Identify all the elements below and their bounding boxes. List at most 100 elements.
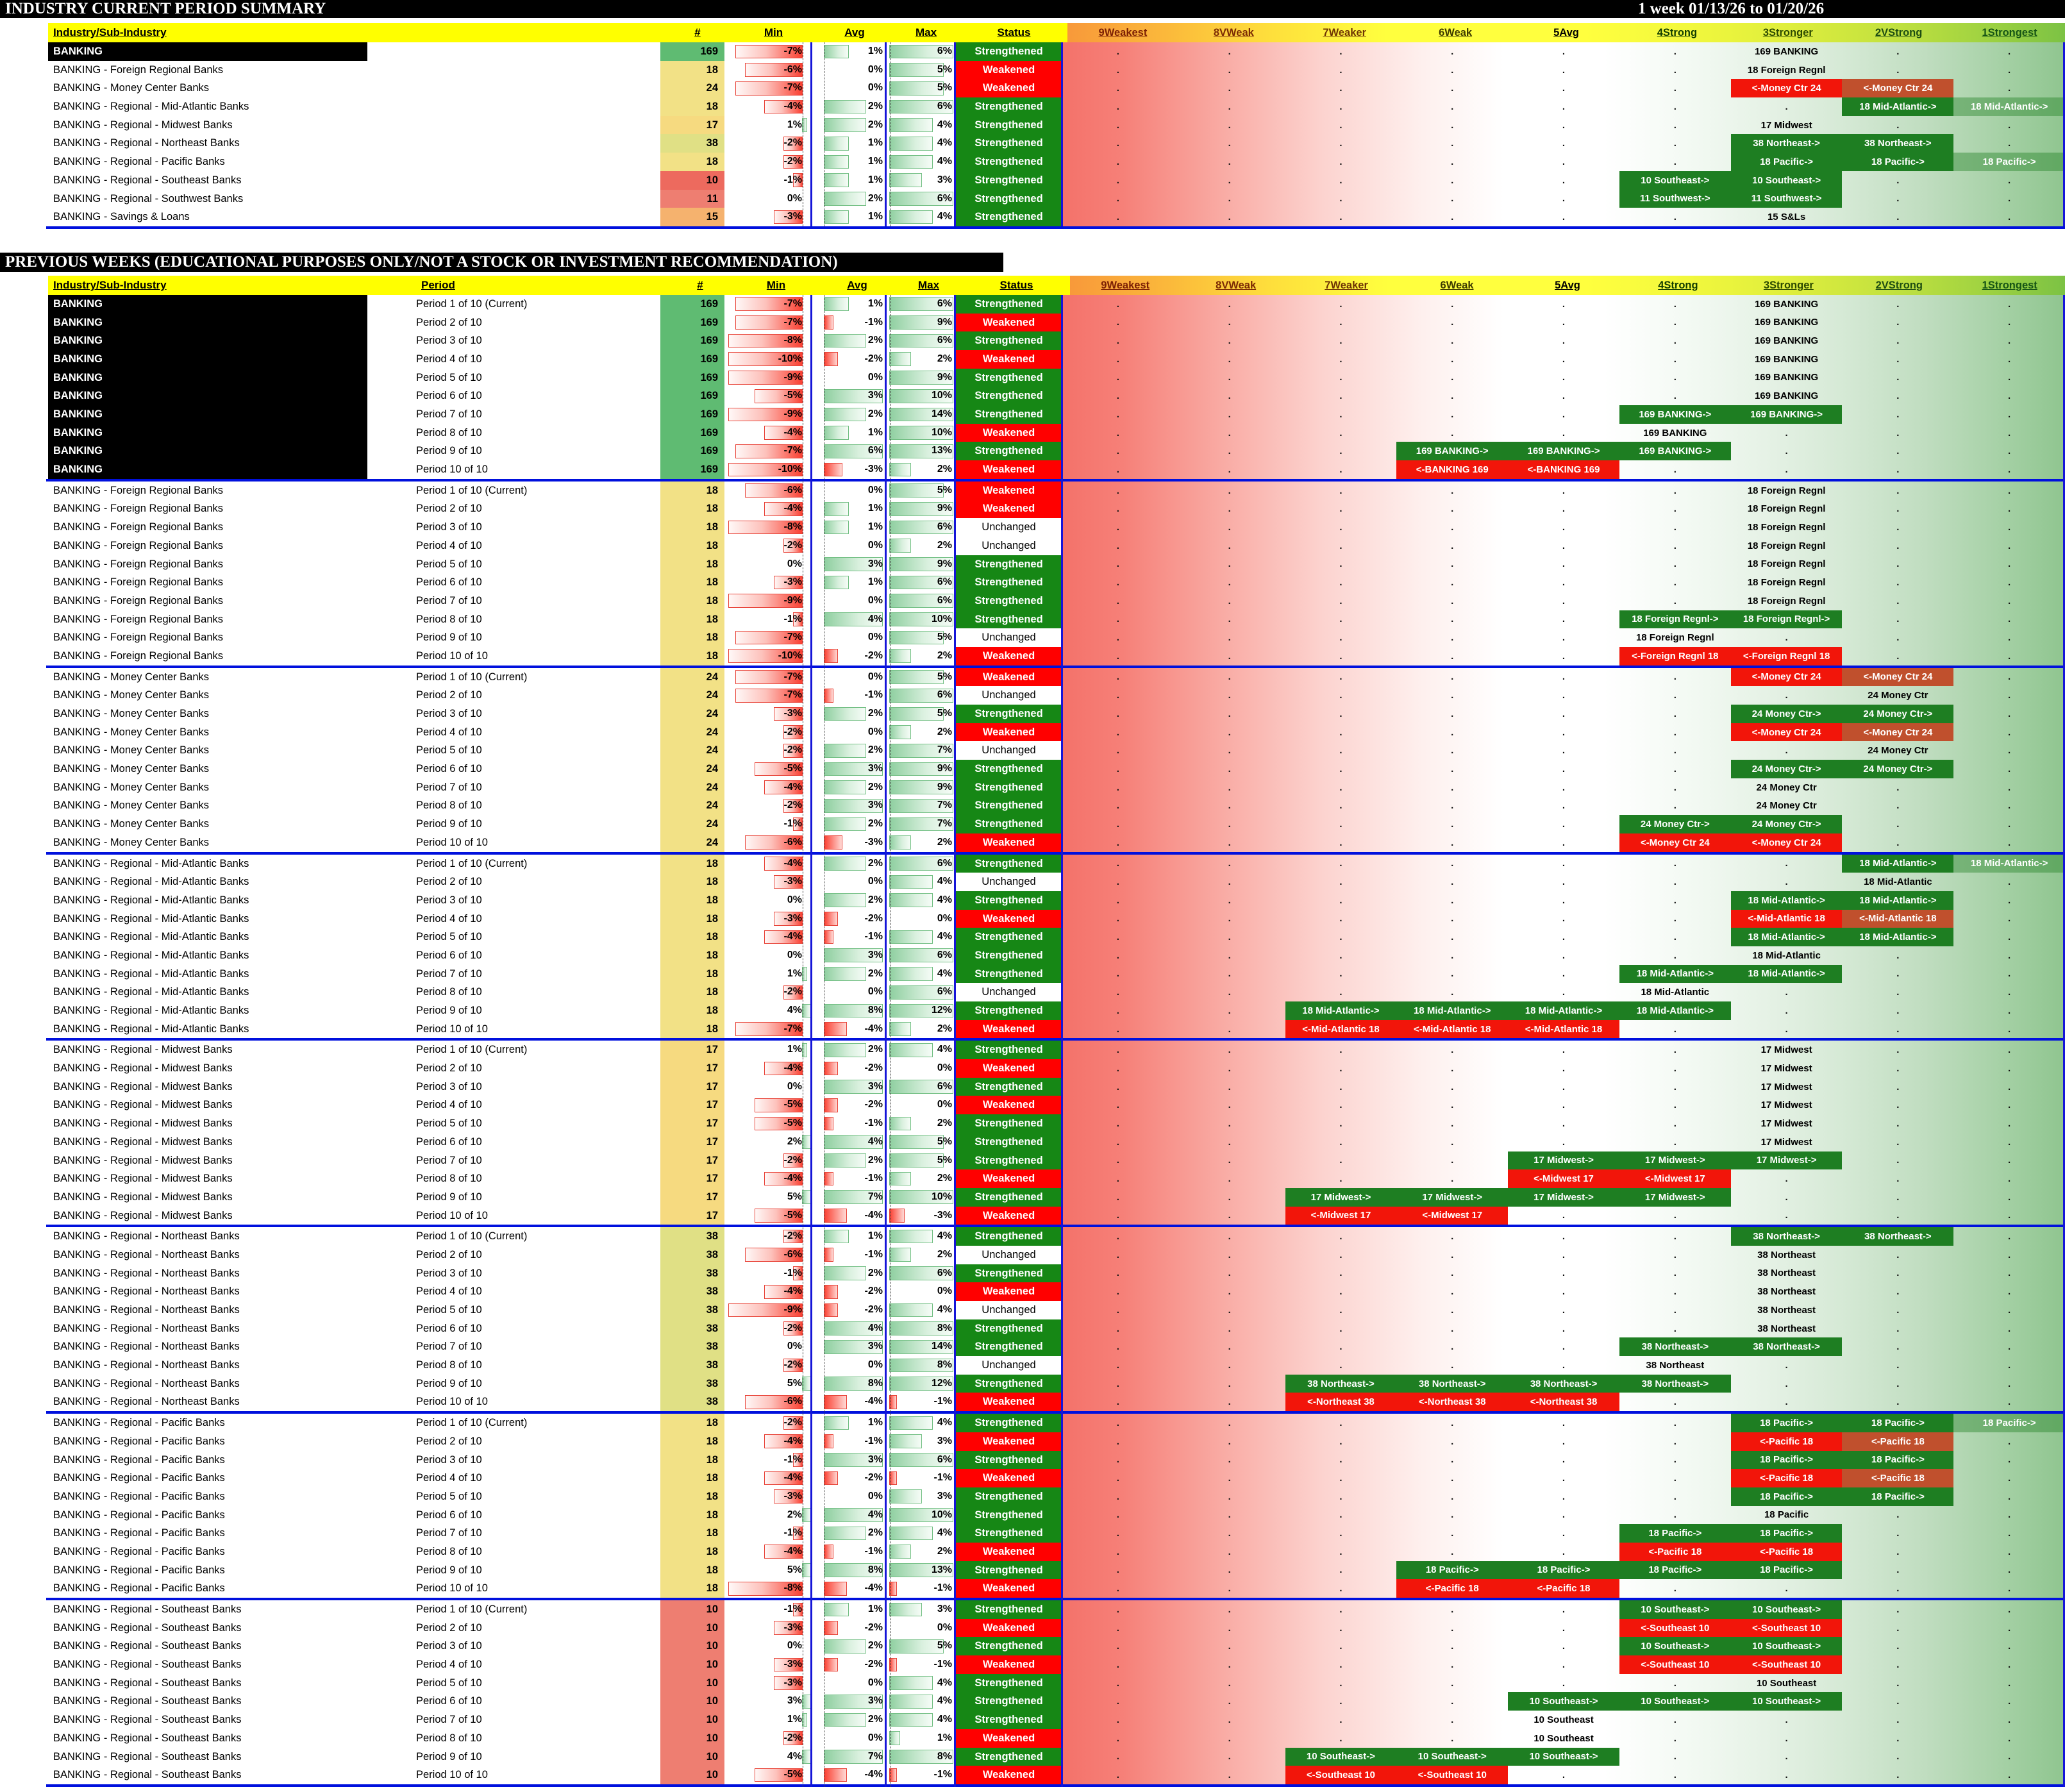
avg-cell[interactable]: 6% [812, 442, 887, 460]
heat-cell-6Weak[interactable]: . [1396, 1692, 1508, 1711]
status-cell[interactable]: Weakened [955, 1206, 1062, 1225]
heat-cell-9Weakest[interactable]: . [1062, 1227, 1174, 1246]
industry-cell[interactable]: BANKING [48, 387, 414, 405]
max-cell[interactable]: 6% [887, 946, 955, 965]
avg-cell[interactable]: 2% [812, 405, 887, 424]
heat-cell-8VWeak[interactable]: . [1174, 387, 1285, 405]
heat-cell-1Strongest[interactable]: . [1953, 592, 2065, 610]
heat-cell-2VStrong[interactable]: . [1842, 190, 1953, 208]
industry-cell[interactable]: BANKING - Regional - Southeast Banks [53, 1677, 242, 1689]
max-cell[interactable]: 5% [887, 628, 955, 647]
status-cell[interactable]: Strengthened [955, 1114, 1062, 1133]
industry-cell[interactable]: BANKING - Regional - Mid-Atlantic Banks [53, 101, 249, 113]
avg-cell[interactable]: 0% [812, 1674, 887, 1693]
period-cell[interactable]: Period 6 of 10 [416, 949, 482, 961]
heat-cell-1Strongest[interactable]: . [1953, 760, 2065, 778]
heat-cell-4Strong[interactable]: . [1619, 778, 1731, 797]
period-cell[interactable]: Period 9 of 10 [416, 632, 482, 644]
industry-cell[interactable]: BANKING - Regional - Midwest Banks [53, 1080, 233, 1093]
heat-cell-7Weaker[interactable]: . [1285, 331, 1397, 350]
heat-cell-3Stronger[interactable]: 17 Midwest [1731, 1078, 1843, 1096]
heat-cell-7Weaker[interactable]: . [1285, 42, 1397, 61]
heat-cell-7Weaker[interactable]: . [1285, 833, 1397, 852]
heat-cell-1Strongest[interactable]: . [1953, 1674, 2065, 1693]
industry-cell[interactable]: BANKING - Money Center Banks [53, 744, 210, 757]
max-cell[interactable]: 2% [887, 1169, 955, 1188]
heat-cell-5Avg[interactable]: . [1508, 295, 1619, 314]
status-cell[interactable]: Strengthened [955, 1637, 1062, 1656]
heat-cell-6Weak[interactable]: . [1396, 1543, 1508, 1561]
heat-cell-1Strongest[interactable]: . [1953, 1264, 2065, 1283]
industry-cell[interactable]: BANKING - Money Center Banks [53, 800, 210, 812]
max-cell[interactable]: 10% [887, 387, 955, 405]
status-cell[interactable]: Weakened [955, 833, 1062, 852]
heat-cell-3Stronger[interactable]: 169 BANKING [1731, 331, 1843, 350]
heat-cell-5Avg[interactable]: . [1508, 815, 1619, 833]
heat-cell-2VStrong[interactable]: 38 Northeast-> [1842, 1227, 1954, 1246]
max-cell[interactable]: 4% [887, 1692, 955, 1711]
heat-cell-6Weak[interactable]: . [1396, 350, 1508, 369]
min-cell[interactable]: -3% [724, 573, 812, 592]
status-cell[interactable]: Weakened [955, 60, 1062, 80]
heat-cell-5Avg[interactable]: . [1508, 1619, 1619, 1637]
period-cell[interactable]: Period 1 of 10 (Current) [416, 297, 528, 310]
heat-cell-1Strongest[interactable]: . [1953, 190, 2065, 208]
heat-cell-5Avg[interactable]: . [1508, 79, 1619, 97]
max-cell[interactable]: 3% [887, 1600, 955, 1619]
industry-cell[interactable]: BANKING - Regional - Northeast Banks [53, 1341, 240, 1353]
period-cell[interactable]: Period 3 of 10 [416, 1080, 482, 1093]
heat-cell-9Weakest[interactable]: . [1062, 1001, 1174, 1020]
heat-cell-8VWeak[interactable]: . [1174, 79, 1285, 97]
min-cell[interactable]: -9% [724, 369, 812, 387]
heat-cell-5Avg[interactable]: . [1508, 405, 1619, 424]
max-cell[interactable]: 13% [887, 442, 955, 460]
heat-cell-5Avg[interactable]: 18 Pacific-> [1508, 1561, 1619, 1580]
heat-cell-5Avg[interactable]: . [1508, 965, 1619, 984]
period-cell[interactable]: Period 7 of 10 [416, 1527, 482, 1539]
period-cell[interactable]: Period 2 of 10 [416, 1248, 482, 1260]
heat-cell-8VWeak[interactable]: . [1174, 190, 1285, 208]
heat-cell-1Strongest[interactable]: . [1953, 1188, 2065, 1207]
heat-cell-8VWeak[interactable]: . [1174, 1451, 1285, 1470]
heat-cell-7Weaker[interactable]: . [1285, 1356, 1397, 1375]
min-cell[interactable]: -7% [724, 1020, 812, 1039]
heat-cell-3Stronger[interactable]: <-Foreign Regnl 18 [1730, 646, 1843, 666]
heat-cell-3Stronger[interactable]: . [1731, 424, 1843, 442]
heat-cell-1Strongest[interactable]: . [1953, 1301, 2065, 1319]
heat-cell-4Strong[interactable]: . [1619, 668, 1731, 687]
min-cell[interactable]: -2% [724, 134, 812, 153]
heat-cell-3Stronger[interactable]: 18 Mid-Atlantic-> [1730, 891, 1843, 910]
heat-cell-5Avg[interactable]: . [1508, 369, 1619, 387]
heat-cell-2VStrong[interactable]: . [1842, 815, 1953, 833]
heat-cell-6Weak[interactable]: . [1396, 499, 1508, 518]
period-cell[interactable]: Period 9 of 10 [416, 1564, 482, 1576]
count-cell[interactable]: 38 [660, 1393, 724, 1412]
heat-cell-1Strongest[interactable]: . [1953, 79, 2065, 97]
heat-cell-5Avg[interactable]: . [1508, 1655, 1619, 1674]
avg-cell[interactable]: 0% [812, 79, 887, 97]
heat-cell-4Strong[interactable]: . [1619, 741, 1731, 760]
min-cell[interactable]: -7% [724, 442, 812, 460]
heat-cell-7Weaker[interactable]: . [1285, 79, 1397, 97]
heat-cell-5Avg[interactable]: . [1508, 647, 1619, 666]
heat-cell-9Weakest[interactable]: . [1062, 1506, 1174, 1525]
heat-cell-6Weak[interactable]: . [1396, 1151, 1508, 1170]
industry-cell[interactable]: BANKING - Foreign Regional Banks [53, 576, 224, 589]
heat-cell-2VStrong[interactable]: . [1842, 1711, 1953, 1729]
heat-cell-1Strongest[interactable]: . [1953, 873, 2065, 891]
heat-cell-4Strong[interactable]: . [1619, 760, 1731, 778]
heat-cell-4Strong[interactable]: . [1619, 518, 1731, 537]
heat-cell-7Weaker[interactable]: . [1285, 1264, 1397, 1283]
count-cell[interactable]: 24 [660, 741, 724, 760]
status-cell[interactable]: Strengthened [955, 1319, 1062, 1338]
heat-cell-2VStrong[interactable]: . [1842, 1748, 1953, 1766]
heat-cell-6Weak[interactable]: . [1396, 610, 1508, 629]
period-cell[interactable]: Period 3 of 10 [416, 1640, 482, 1652]
status-cell[interactable]: Weakened [955, 79, 1062, 98]
heat-cell-2VStrong[interactable]: . [1842, 1264, 1953, 1283]
avg-cell[interactable]: 2% [812, 855, 887, 873]
heat-cell-3Stronger[interactable]: . [1731, 1375, 1843, 1393]
count-cell[interactable]: 24 [660, 815, 724, 833]
heat-cell-5Avg[interactable]: . [1508, 61, 1619, 80]
heat-cell-2VStrong[interactable]: . [1842, 1114, 1953, 1133]
